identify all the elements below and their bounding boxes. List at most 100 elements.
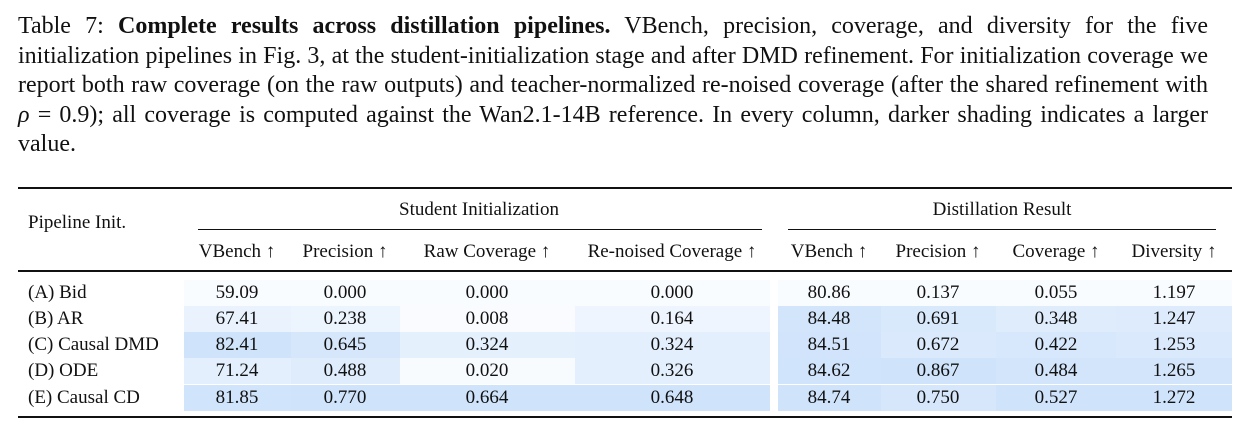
table-cell-vbench-init: 82.41 (215, 334, 259, 355)
table-cell-coverage-result: 0.484 (1034, 360, 1078, 381)
cell-shading (996, 280, 1116, 306)
table-cell-vbench-init: 71.24 (215, 360, 259, 381)
bottom-rule (18, 416, 1232, 418)
cell-shading (996, 306, 1116, 332)
cell-shading (184, 306, 291, 332)
cell-shading (1116, 332, 1232, 358)
cell-shading (1116, 385, 1232, 411)
table-caption: Table 7: Complete results across distill… (18, 12, 1208, 160)
distill-result-cline (788, 229, 1216, 230)
cell-shading (881, 332, 996, 358)
table-cell-precision-init: 0.238 (323, 308, 367, 329)
table-cell-raw-coverage-init: 0.324 (465, 334, 509, 355)
table-cell-precision-init: 0.488 (323, 360, 367, 381)
table-cell-precision-result: 0.672 (916, 334, 960, 355)
row-label: (B) AR (28, 308, 84, 329)
cell-shading (996, 332, 1116, 358)
table-cell-vbench-init: 59.09 (215, 282, 259, 303)
cell-shading (881, 306, 996, 332)
cell-shading (184, 385, 291, 411)
row-label: (E) Causal CD (28, 387, 140, 408)
table-cell-raw-coverage-init: 0.000 (465, 282, 509, 303)
cell-shading (778, 306, 881, 332)
caption-text: VBench, precision, coverage, and diversi… (18, 13, 1208, 98)
table-cell-precision-init: 0.645 (323, 334, 367, 355)
table-cell-renoised-coverage-init: 0.324 (650, 334, 694, 355)
cell-shading (881, 358, 996, 384)
table-cell-precision-result: 0.137 (916, 282, 960, 303)
cell-shading (291, 332, 400, 358)
cell-shading (575, 280, 770, 306)
table-cell-precision-init: 0.770 (323, 387, 367, 408)
cell-shading (778, 358, 881, 384)
table-cell-vbench-result: 80.86 (807, 282, 851, 303)
cell-shading (996, 358, 1116, 384)
cell-shading (1116, 306, 1232, 332)
cell-shading (881, 385, 996, 411)
group-header-distill-result: Distillation Result (932, 199, 1072, 220)
caption-math-var: ρ (18, 101, 30, 128)
table-cell-vbench-result: 84.74 (807, 387, 851, 408)
table-cell-vbench-result: 84.51 (807, 334, 851, 355)
caption-math-rest: = 0.9 (29, 101, 90, 128)
cell-shading (778, 280, 881, 306)
cell-shading (400, 358, 575, 384)
top-rule (18, 187, 1232, 189)
cell-shading (575, 358, 770, 384)
row-label: (A) Bid (28, 282, 87, 303)
cell-shading (291, 358, 400, 384)
cell-shading (184, 280, 291, 306)
cell-shading (996, 385, 1116, 411)
cell-shading (400, 280, 575, 306)
table-cell-precision-result: 0.750 (916, 387, 960, 408)
cell-shading (575, 385, 770, 411)
table-cell-precision-init: 0.000 (323, 282, 367, 303)
column-header-coverage-result: Coverage ↑ (1012, 241, 1100, 262)
cell-shading (575, 306, 770, 332)
group-header-student-init: Student Initialization (399, 199, 559, 220)
table-cell-raw-coverage-init: 0.664 (465, 387, 509, 408)
table-cell-precision-result: 0.867 (916, 360, 960, 381)
table-cell-renoised-coverage-init: 0.164 (650, 308, 694, 329)
header-rule (18, 270, 1232, 272)
table-cell-diversity-result: 1.253 (1152, 334, 1196, 355)
table-cell-renoised-coverage-init: 0.000 (650, 282, 694, 303)
column-header-precision-result: Precision ↑ (895, 241, 981, 262)
cell-shading (400, 385, 575, 411)
cell-shading (575, 332, 770, 358)
student-init-cline (198, 229, 762, 230)
column-header-raw-coverage-init: Raw Coverage ↑ (423, 241, 551, 262)
column-header-vbench-init: VBench ↑ (198, 241, 276, 262)
cell-shading (1116, 280, 1232, 306)
column-header-vbench-result: VBench ↑ (790, 241, 868, 262)
table-cell-diversity-result: 1.197 (1152, 282, 1196, 303)
cell-shading (291, 280, 400, 306)
row-label: (D) ODE (28, 360, 99, 381)
table-cell-coverage-result: 0.422 (1034, 334, 1078, 355)
table-title: Complete results across distillation pip… (118, 13, 611, 39)
table-label: Table 7: (18, 13, 104, 39)
row-label: (C) Causal DMD (28, 334, 159, 355)
cell-shading (291, 385, 400, 411)
table-cell-vbench-result: 84.62 (807, 360, 851, 381)
table-cell-coverage-result: 0.348 (1034, 308, 1078, 329)
table-cell-diversity-result: 1.247 (1152, 308, 1196, 329)
pipeline-header: Pipeline Init. (28, 212, 127, 233)
cell-shading (291, 306, 400, 332)
table-cell-vbench-result: 84.48 (807, 308, 851, 329)
cell-shading (184, 332, 291, 358)
cell-shading (1116, 358, 1232, 384)
table-cell-precision-result: 0.691 (916, 308, 960, 329)
cell-shading (881, 280, 996, 306)
column-header-precision-init: Precision ↑ (302, 241, 388, 262)
table-cell-diversity-result: 1.265 (1152, 360, 1196, 381)
cell-shading (400, 306, 575, 332)
column-header-diversity-result: Diversity ↑ (1131, 241, 1217, 262)
table-cell-coverage-result: 0.055 (1034, 282, 1078, 303)
table-cell-renoised-coverage-init: 0.648 (650, 387, 694, 408)
column-header-renoised-coverage-init: Re-noised Coverage ↑ (587, 241, 757, 262)
table-cell-raw-coverage-init: 0.008 (465, 308, 509, 329)
caption-text-end: ); all coverage is computed against the … (18, 101, 1208, 158)
table-cell-renoised-coverage-init: 0.326 (650, 360, 694, 381)
table-cell-coverage-result: 0.527 (1034, 387, 1078, 408)
